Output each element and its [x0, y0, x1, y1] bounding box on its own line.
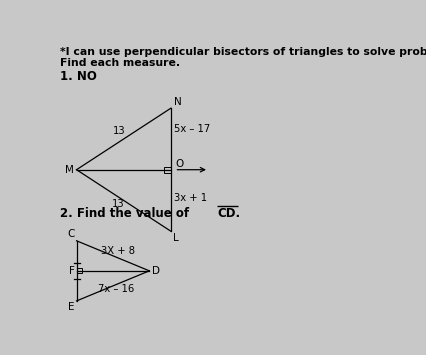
Text: 2. Find the value of: 2. Find the value of: [60, 207, 193, 220]
Text: 3X + 8: 3X + 8: [101, 246, 135, 256]
Text: M: M: [65, 165, 74, 175]
Text: L: L: [172, 233, 178, 244]
Text: 13: 13: [113, 126, 126, 136]
Text: 1. NO: 1. NO: [60, 70, 97, 83]
Text: 5x – 17: 5x – 17: [174, 124, 210, 134]
Text: 7x – 16: 7x – 16: [98, 284, 134, 294]
Text: F: F: [69, 266, 75, 276]
Text: CD.: CD.: [217, 207, 240, 220]
Text: C: C: [67, 229, 75, 239]
Bar: [76, 268, 82, 273]
Text: N: N: [173, 97, 181, 107]
Text: 3x + 1: 3x + 1: [174, 193, 207, 203]
Text: *I can use perpendicular bisectors of triangles to solve problems.: *I can use perpendicular bisectors of tr…: [60, 47, 426, 57]
Text: 13: 13: [111, 199, 124, 209]
Bar: [163, 167, 170, 173]
Text: D: D: [152, 266, 160, 276]
Text: O: O: [175, 159, 183, 169]
Text: E: E: [68, 302, 75, 312]
Text: Find each measure.: Find each measure.: [60, 59, 180, 69]
